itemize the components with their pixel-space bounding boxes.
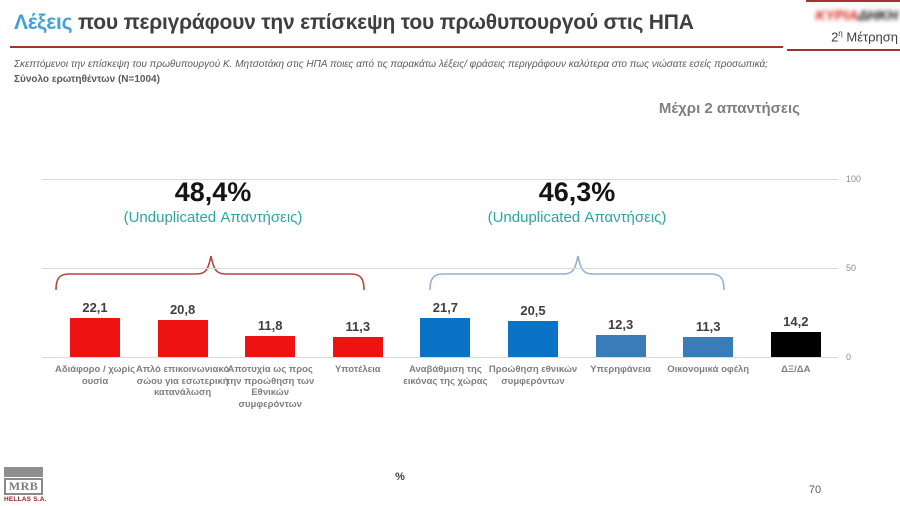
red-brace <box>55 255 365 291</box>
group-percentage: 46,3% <box>538 177 616 207</box>
bar-1 <box>70 317 120 357</box>
bar-category-label: Υποτέλεια <box>334 364 381 375</box>
bar-category-label: Αναβάθμιση της εικόνας της χώρας <box>403 364 488 387</box>
bar-8 <box>683 336 734 357</box>
blue-brace <box>429 255 725 291</box>
bar-value-label: 22,1 <box>82 299 108 315</box>
group-caption: (Unduplicated Απαντήσεις) <box>123 209 303 226</box>
bar-6 <box>508 320 558 357</box>
title-underline <box>10 46 783 48</box>
page-title: Λέξεις που περιγράφουν την επίσκεψη του … <box>14 11 694 35</box>
bar-category-label: Απλό επικοινωνιακό σώου για εσωτερική κα… <box>136 364 230 398</box>
bar-2 <box>157 319 208 357</box>
press-brand-logo: ΚΥΡΙΑ ΔΗΚΗ <box>808 5 898 24</box>
bar-3 <box>245 335 296 357</box>
badge-underline <box>787 49 900 51</box>
sample-size-text: Σύνολο ερωτηθέντων (N=1004) <box>14 74 160 85</box>
gridline-100 <box>42 179 838 180</box>
bar-5 <box>420 318 471 357</box>
bar-7 <box>595 335 646 357</box>
top-right-rule <box>806 0 900 2</box>
measurement-sup: η <box>838 29 843 38</box>
bar-value-label: 20,8 <box>169 301 196 317</box>
y-axis-tick-label: 50 <box>846 263 857 273</box>
group-caption: (Unduplicated Απαντήσεις) <box>487 209 667 226</box>
bar-category-label: Οικονομικά οφέλη <box>667 364 750 375</box>
measurement-number: 2 <box>831 29 839 45</box>
brand-logo-red-part: ΚΥΡΙΑ <box>815 6 859 23</box>
question-text: Σκεπτόμενοι την επίσκεψη του πρωθυπουργο… <box>14 59 768 70</box>
bar-4 <box>332 336 383 357</box>
bar-value-label: 21,7 <box>432 300 459 316</box>
bar-value-label: 12,3 <box>607 317 634 333</box>
bar-value-label: 11,3 <box>345 318 371 334</box>
page-number: 70 <box>808 484 822 496</box>
bar-value-label: 20,5 <box>520 302 546 318</box>
measurement-label: Μέτρηση <box>842 29 898 45</box>
mrb-logo-text: MRB <box>4 478 43 495</box>
gridline-50 <box>42 268 838 269</box>
bar-value-label: 11,8 <box>257 317 283 333</box>
measurement-badge: 2η Μέτρηση <box>760 29 898 44</box>
bar-category-label: ΔΞ/ΔΑ <box>781 364 811 375</box>
brand-logo-black-part: ΔΗΚΗ <box>858 6 898 23</box>
bar-category-label: Αδιάφορο / χωρίς ουσία <box>54 364 136 387</box>
bar-category-label: Υπερηφάνεια <box>590 364 651 375</box>
y-axis-tick-label: 0 <box>846 352 852 362</box>
title-rest: που περιγράφουν την επίσκεψη του πρωθυπο… <box>72 11 694 34</box>
mrb-logo-subtext: HELLAS S.A. <box>4 496 47 503</box>
axis-unit-label: % <box>395 471 405 483</box>
group-callout-positive: 46,3% (Unduplicated Απαντήσεις) <box>422 177 732 229</box>
mrb-logo: MRB HELLAS S.A. <box>4 467 46 503</box>
bar-value-label: 11,3 <box>695 318 721 334</box>
group-callout-negative: 48,4% (Unduplicated Απαντήσεις) <box>58 177 368 229</box>
title-highlight: Λέξεις <box>14 11 73 34</box>
mrb-logo-bar <box>4 467 43 477</box>
gridline-0 <box>42 357 838 358</box>
group-percentage: 48,4% <box>174 177 252 207</box>
bar-category-label: Αποτυχία ως προς την προώθηση των Εθνικώ… <box>226 364 315 410</box>
bar-category-label: Προώθηση εθνικών συμφερόντων <box>488 364 578 387</box>
y-axis-tick-label: 100 <box>846 174 862 184</box>
answers-limit-note: Μέχρι 2 απαντήσεις <box>658 100 800 117</box>
bar-value-label: 14,2 <box>783 313 809 329</box>
bar-9 <box>770 331 821 357</box>
